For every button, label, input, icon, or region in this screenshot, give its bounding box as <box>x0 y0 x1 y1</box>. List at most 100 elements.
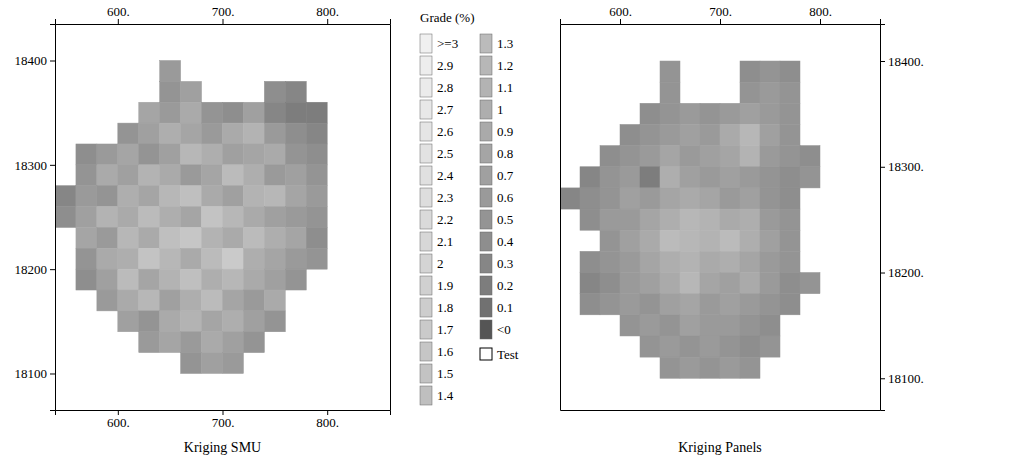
grade-cell <box>285 269 306 290</box>
grade-cell <box>97 207 118 228</box>
color-label: 0.1 <box>497 300 513 315</box>
tick-label: 600. <box>609 4 632 19</box>
tick: 18300. <box>880 159 924 174</box>
grade-cell <box>760 336 780 357</box>
color-swatch <box>480 56 492 75</box>
grade-cell <box>780 251 800 272</box>
grade-cell <box>720 188 740 209</box>
grade-cell <box>660 315 680 336</box>
grade-cell <box>118 144 139 165</box>
grade-cell <box>640 273 660 294</box>
grade-cell <box>700 294 720 315</box>
color-label: 1.2 <box>497 58 513 73</box>
grade-cell <box>76 227 97 248</box>
tick: 18200. <box>880 265 924 280</box>
grade-cell <box>223 269 244 290</box>
color-swatch <box>420 298 432 317</box>
grade-cell <box>720 230 740 251</box>
grade-cell <box>285 81 306 102</box>
grade-cell <box>620 273 640 294</box>
grade-cell <box>285 248 306 269</box>
grade-cell <box>680 167 700 188</box>
grade-cell <box>76 207 97 228</box>
grade-cell <box>740 230 760 251</box>
tick-label: 800. <box>316 4 339 19</box>
color-label: 0.5 <box>497 212 513 227</box>
grade-cell <box>760 188 780 209</box>
tick-mark <box>50 269 55 270</box>
grade-cell <box>640 209 660 230</box>
grade-cell <box>620 146 640 167</box>
grade-cell <box>620 188 640 209</box>
grade-cell <box>139 186 160 207</box>
tick: 800. <box>316 4 339 24</box>
grade-cell <box>740 188 760 209</box>
color-swatch <box>420 364 432 383</box>
grade-cell <box>740 124 760 145</box>
grade-cell <box>780 167 800 188</box>
grade-cell <box>620 167 640 188</box>
tick-label: 18200. <box>888 265 924 280</box>
grade-cell <box>285 102 306 123</box>
grade-cell <box>680 103 700 124</box>
grade-cell <box>285 227 306 248</box>
grade-cell <box>202 311 223 332</box>
tick-label: 18100 <box>15 366 48 381</box>
color-label: 1.1 <box>497 80 513 95</box>
grade-cell <box>620 124 640 145</box>
grade-cell <box>264 165 285 186</box>
grade-cell <box>223 311 244 332</box>
grade-cell <box>620 294 640 315</box>
color-label: 0.3 <box>497 256 513 271</box>
grade-cell <box>97 290 118 311</box>
grade-cell <box>202 207 223 228</box>
grade-cell <box>118 290 139 311</box>
grade-cell <box>640 167 660 188</box>
color-label: 1 <box>497 102 504 117</box>
tick-label: 700. <box>212 4 235 19</box>
grade-cell <box>181 81 202 102</box>
grade-cell <box>580 294 600 315</box>
grade-cell <box>740 167 760 188</box>
grade-cell <box>680 315 700 336</box>
grade-cell <box>640 146 660 167</box>
grade-cell <box>306 123 327 144</box>
grade-cell <box>680 357 700 378</box>
grade-cell <box>660 230 680 251</box>
tick-mark <box>118 19 119 24</box>
color-label: 2.6 <box>437 124 454 139</box>
chart-svg: 600.700.800.600.700.800.1810018200183001… <box>0 0 1033 467</box>
grade-cell <box>243 227 264 248</box>
tick: 600. <box>609 4 632 24</box>
tick-label: 600. <box>107 415 130 430</box>
grade-cell <box>640 230 660 251</box>
grade-cell <box>243 269 264 290</box>
x-axis-top: 600.700.800. <box>56 4 391 25</box>
panel-title: Kriging Panels <box>678 440 762 455</box>
grade-cell <box>620 315 640 336</box>
grade-cell <box>181 332 202 353</box>
grade-cell <box>264 248 285 269</box>
color-swatch <box>420 254 432 273</box>
grade-cell <box>700 188 720 209</box>
grade-cell <box>306 207 327 228</box>
grade-cell <box>202 227 223 248</box>
grade-cell <box>97 144 118 165</box>
grade-cell <box>139 332 160 353</box>
tick-label: 700. <box>709 4 732 19</box>
color-swatch <box>480 78 492 97</box>
grade-cell <box>139 227 160 248</box>
grade-cell <box>139 311 160 332</box>
color-swatch <box>480 34 492 53</box>
grade-cell <box>160 269 181 290</box>
grade-cell <box>223 186 244 207</box>
color-swatch <box>420 342 432 361</box>
grade-cell <box>223 248 244 269</box>
grade-cell <box>139 165 160 186</box>
grade-cell <box>223 102 244 123</box>
grade-cell <box>202 269 223 290</box>
grade-cell <box>118 123 139 144</box>
grade-cell <box>264 290 285 311</box>
color-bar: Grade (%)>=32.92.82.72.62.52.42.32.22.12… <box>420 10 519 405</box>
grade-cell <box>760 315 780 336</box>
